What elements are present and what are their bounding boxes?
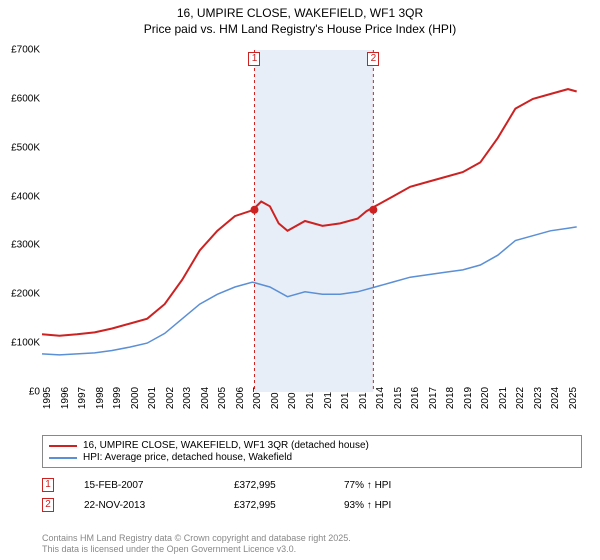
sale-pct: 77% ↑ HPI — [344, 480, 391, 491]
y-tick-label: £700K — [0, 45, 40, 56]
legend-swatch — [49, 457, 77, 459]
sale-marker-icon: 2 — [42, 498, 54, 512]
legend-item: 16, UMPIRE CLOSE, WAKEFIELD, WF1 3QR (de… — [49, 440, 575, 451]
sale-date: 22-NOV-2013 — [84, 500, 204, 511]
footer-line2: This data is licensed under the Open Gov… — [42, 544, 351, 556]
plot-area — [42, 50, 582, 392]
sale-price: £372,995 — [234, 500, 314, 511]
y-tick-label: £200K — [0, 289, 40, 300]
footer-line1: Contains HM Land Registry data © Crown c… — [42, 533, 351, 545]
sale-pct: 93% ↑ HPI — [344, 500, 391, 511]
sale-date: 15-FEB-2007 — [84, 480, 204, 491]
sale-row: 2 22-NOV-2013 £372,995 93% ↑ HPI — [42, 498, 582, 512]
y-tick-label: £600K — [0, 93, 40, 104]
sale-marker-icon: 1 — [42, 478, 54, 492]
y-tick-label: £100K — [0, 338, 40, 349]
sale-marker-label: 2 — [367, 52, 379, 66]
chart-container: 16, UMPIRE CLOSE, WAKEFIELD, WF1 3QR Pri… — [0, 0, 600, 560]
y-tick-label: £400K — [0, 191, 40, 202]
sale-row: 1 15-FEB-2007 £372,995 77% ↑ HPI — [42, 478, 582, 492]
line-chart-svg — [42, 50, 582, 392]
legend-label: HPI: Average price, detached house, Wake… — [83, 452, 292, 463]
legend-item: HPI: Average price, detached house, Wake… — [49, 452, 575, 463]
sale-marker-label: 1 — [248, 52, 260, 66]
y-tick-label: £0 — [0, 387, 40, 398]
chart-title-line1: 16, UMPIRE CLOSE, WAKEFIELD, WF1 3QR — [0, 0, 600, 22]
legend-swatch — [49, 445, 77, 447]
legend: 16, UMPIRE CLOSE, WAKEFIELD, WF1 3QR (de… — [42, 435, 582, 468]
chart-title-line2: Price paid vs. HM Land Registry's House … — [0, 22, 600, 36]
sale-price: £372,995 — [234, 480, 314, 491]
legend-label: 16, UMPIRE CLOSE, WAKEFIELD, WF1 3QR (de… — [83, 440, 369, 451]
y-tick-label: £300K — [0, 240, 40, 251]
y-tick-label: £500K — [0, 142, 40, 153]
footer-attribution: Contains HM Land Registry data © Crown c… — [42, 533, 351, 556]
